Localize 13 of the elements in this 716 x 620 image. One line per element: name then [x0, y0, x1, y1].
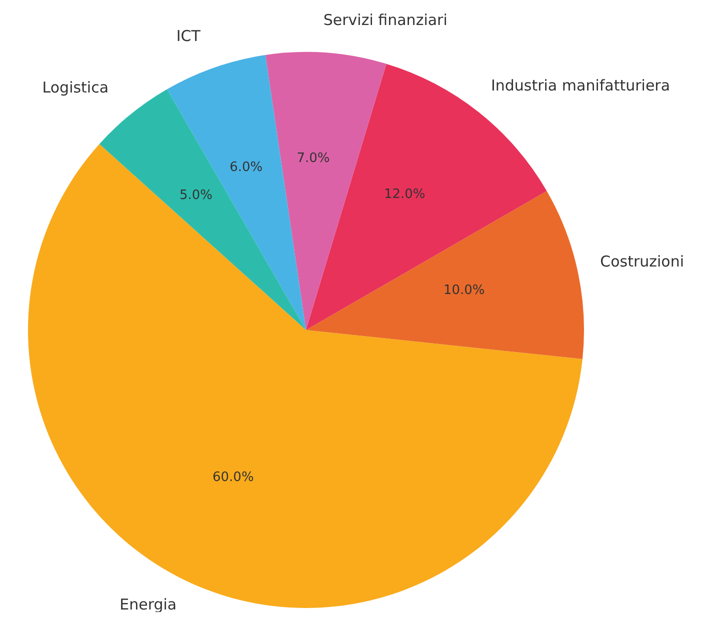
pie-slice	[265, 52, 386, 330]
data-label: 12.0%	[384, 186, 426, 202]
slice-label: Costruzioni	[600, 252, 684, 270]
data-label: 10.0%	[444, 282, 485, 298]
slice-label: Energia	[120, 595, 177, 614]
data-label: 7.0%	[296, 151, 330, 166]
slice-label: ICT	[176, 27, 202, 46]
data-label: 5.0%	[180, 188, 213, 203]
slice-label: Industria manifatturiera	[490, 76, 670, 94]
data-label: 60.0%	[212, 470, 254, 485]
data-label: 6.0%	[230, 160, 263, 175]
slice-label: Servizi finanziari	[323, 11, 448, 30]
slice-label: Logistica	[42, 78, 109, 96]
